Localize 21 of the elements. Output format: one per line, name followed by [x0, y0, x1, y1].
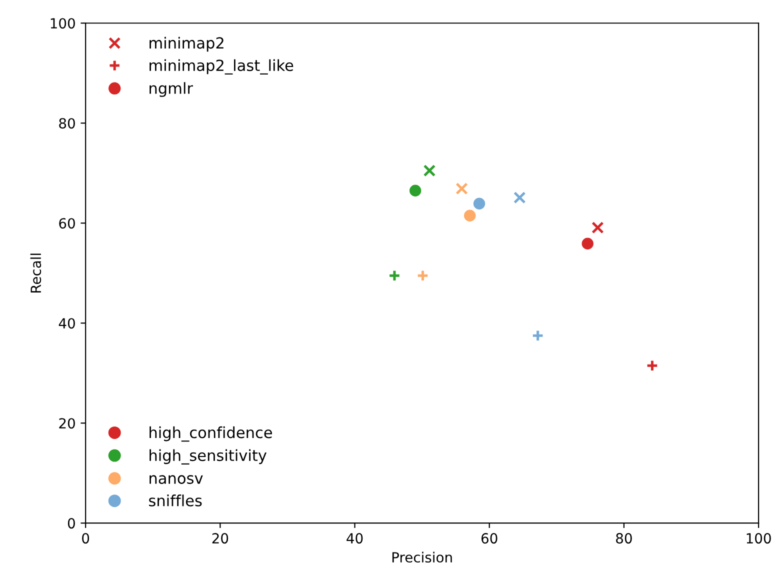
x-tick-label: 40 — [346, 533, 363, 544]
legend-label: minimap2_last_like — [150, 59, 294, 75]
legend-label: minimap2 — [150, 36, 224, 52]
x-axis-title: Precision — [392, 552, 452, 563]
y-tick-label: 40 — [58, 318, 75, 329]
legend-label: high_sensitivity — [150, 449, 267, 464]
x-tick-label: 100 — [746, 533, 771, 544]
legend-label: high_confidence — [150, 426, 272, 442]
y-tick-label: 100 — [50, 18, 75, 29]
legend-label: sniffles — [149, 494, 202, 506]
legend-label: nanosv — [150, 475, 203, 484]
y-tick-label: 80 — [59, 118, 75, 129]
y-tick-label: 60 — [59, 218, 75, 229]
y-tick-label: 20 — [59, 418, 75, 429]
y-axis-title: Recall — [30, 254, 42, 292]
x-tick-label: 80 — [616, 533, 632, 544]
x-tick-label: 60 — [481, 533, 498, 544]
x-tick-label: 20 — [212, 533, 228, 544]
y-tick-label: 0 — [68, 518, 75, 529]
x-tick-label: 0 — [82, 533, 90, 544]
legend-label: ngmlr — [150, 82, 194, 97]
